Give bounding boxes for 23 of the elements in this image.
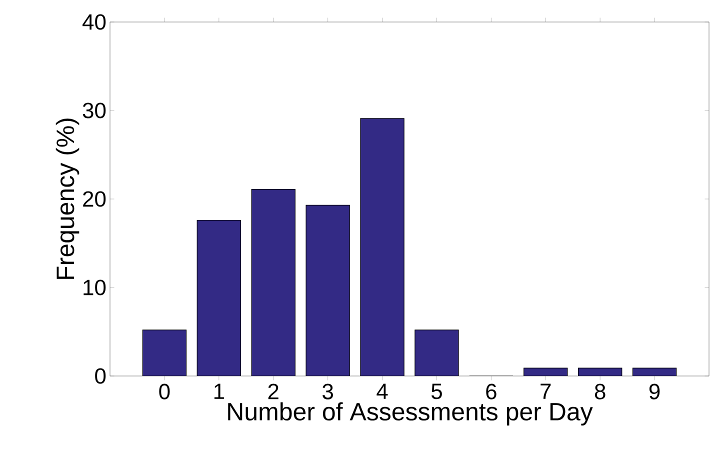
- bar: [197, 220, 241, 376]
- x-tick-label: 3: [322, 384, 333, 400]
- x-tick-label: 4: [376, 384, 388, 399]
- x-tick-label: 7: [540, 384, 551, 399]
- bar: [252, 189, 296, 376]
- bar: [414, 330, 459, 376]
- x-axis-title: Number of Assessments per Day: [228, 402, 593, 426]
- x-tick-label: 6: [486, 384, 496, 400]
- x-tick-label: 8: [594, 384, 606, 400]
- x-tick-label: 2: [268, 384, 278, 400]
- y-tick-label: 20: [83, 191, 106, 207]
- x-tick-label: 0: [159, 384, 170, 400]
- y-tick-label: 10: [84, 280, 106, 296]
- x-tick-label: 5: [431, 384, 442, 400]
- bar: [306, 205, 350, 376]
- x-tick-label: 1: [214, 384, 224, 399]
- y-axis-title: Frequency (%): [56, 118, 80, 279]
- y-tick-label: 0: [95, 368, 106, 384]
- x-tick-label: 9: [649, 384, 660, 400]
- y-tick-label: 30: [82, 102, 106, 118]
- bar: [142, 330, 186, 376]
- y-tick-label: 40: [82, 14, 106, 30]
- bar: [360, 118, 404, 376]
